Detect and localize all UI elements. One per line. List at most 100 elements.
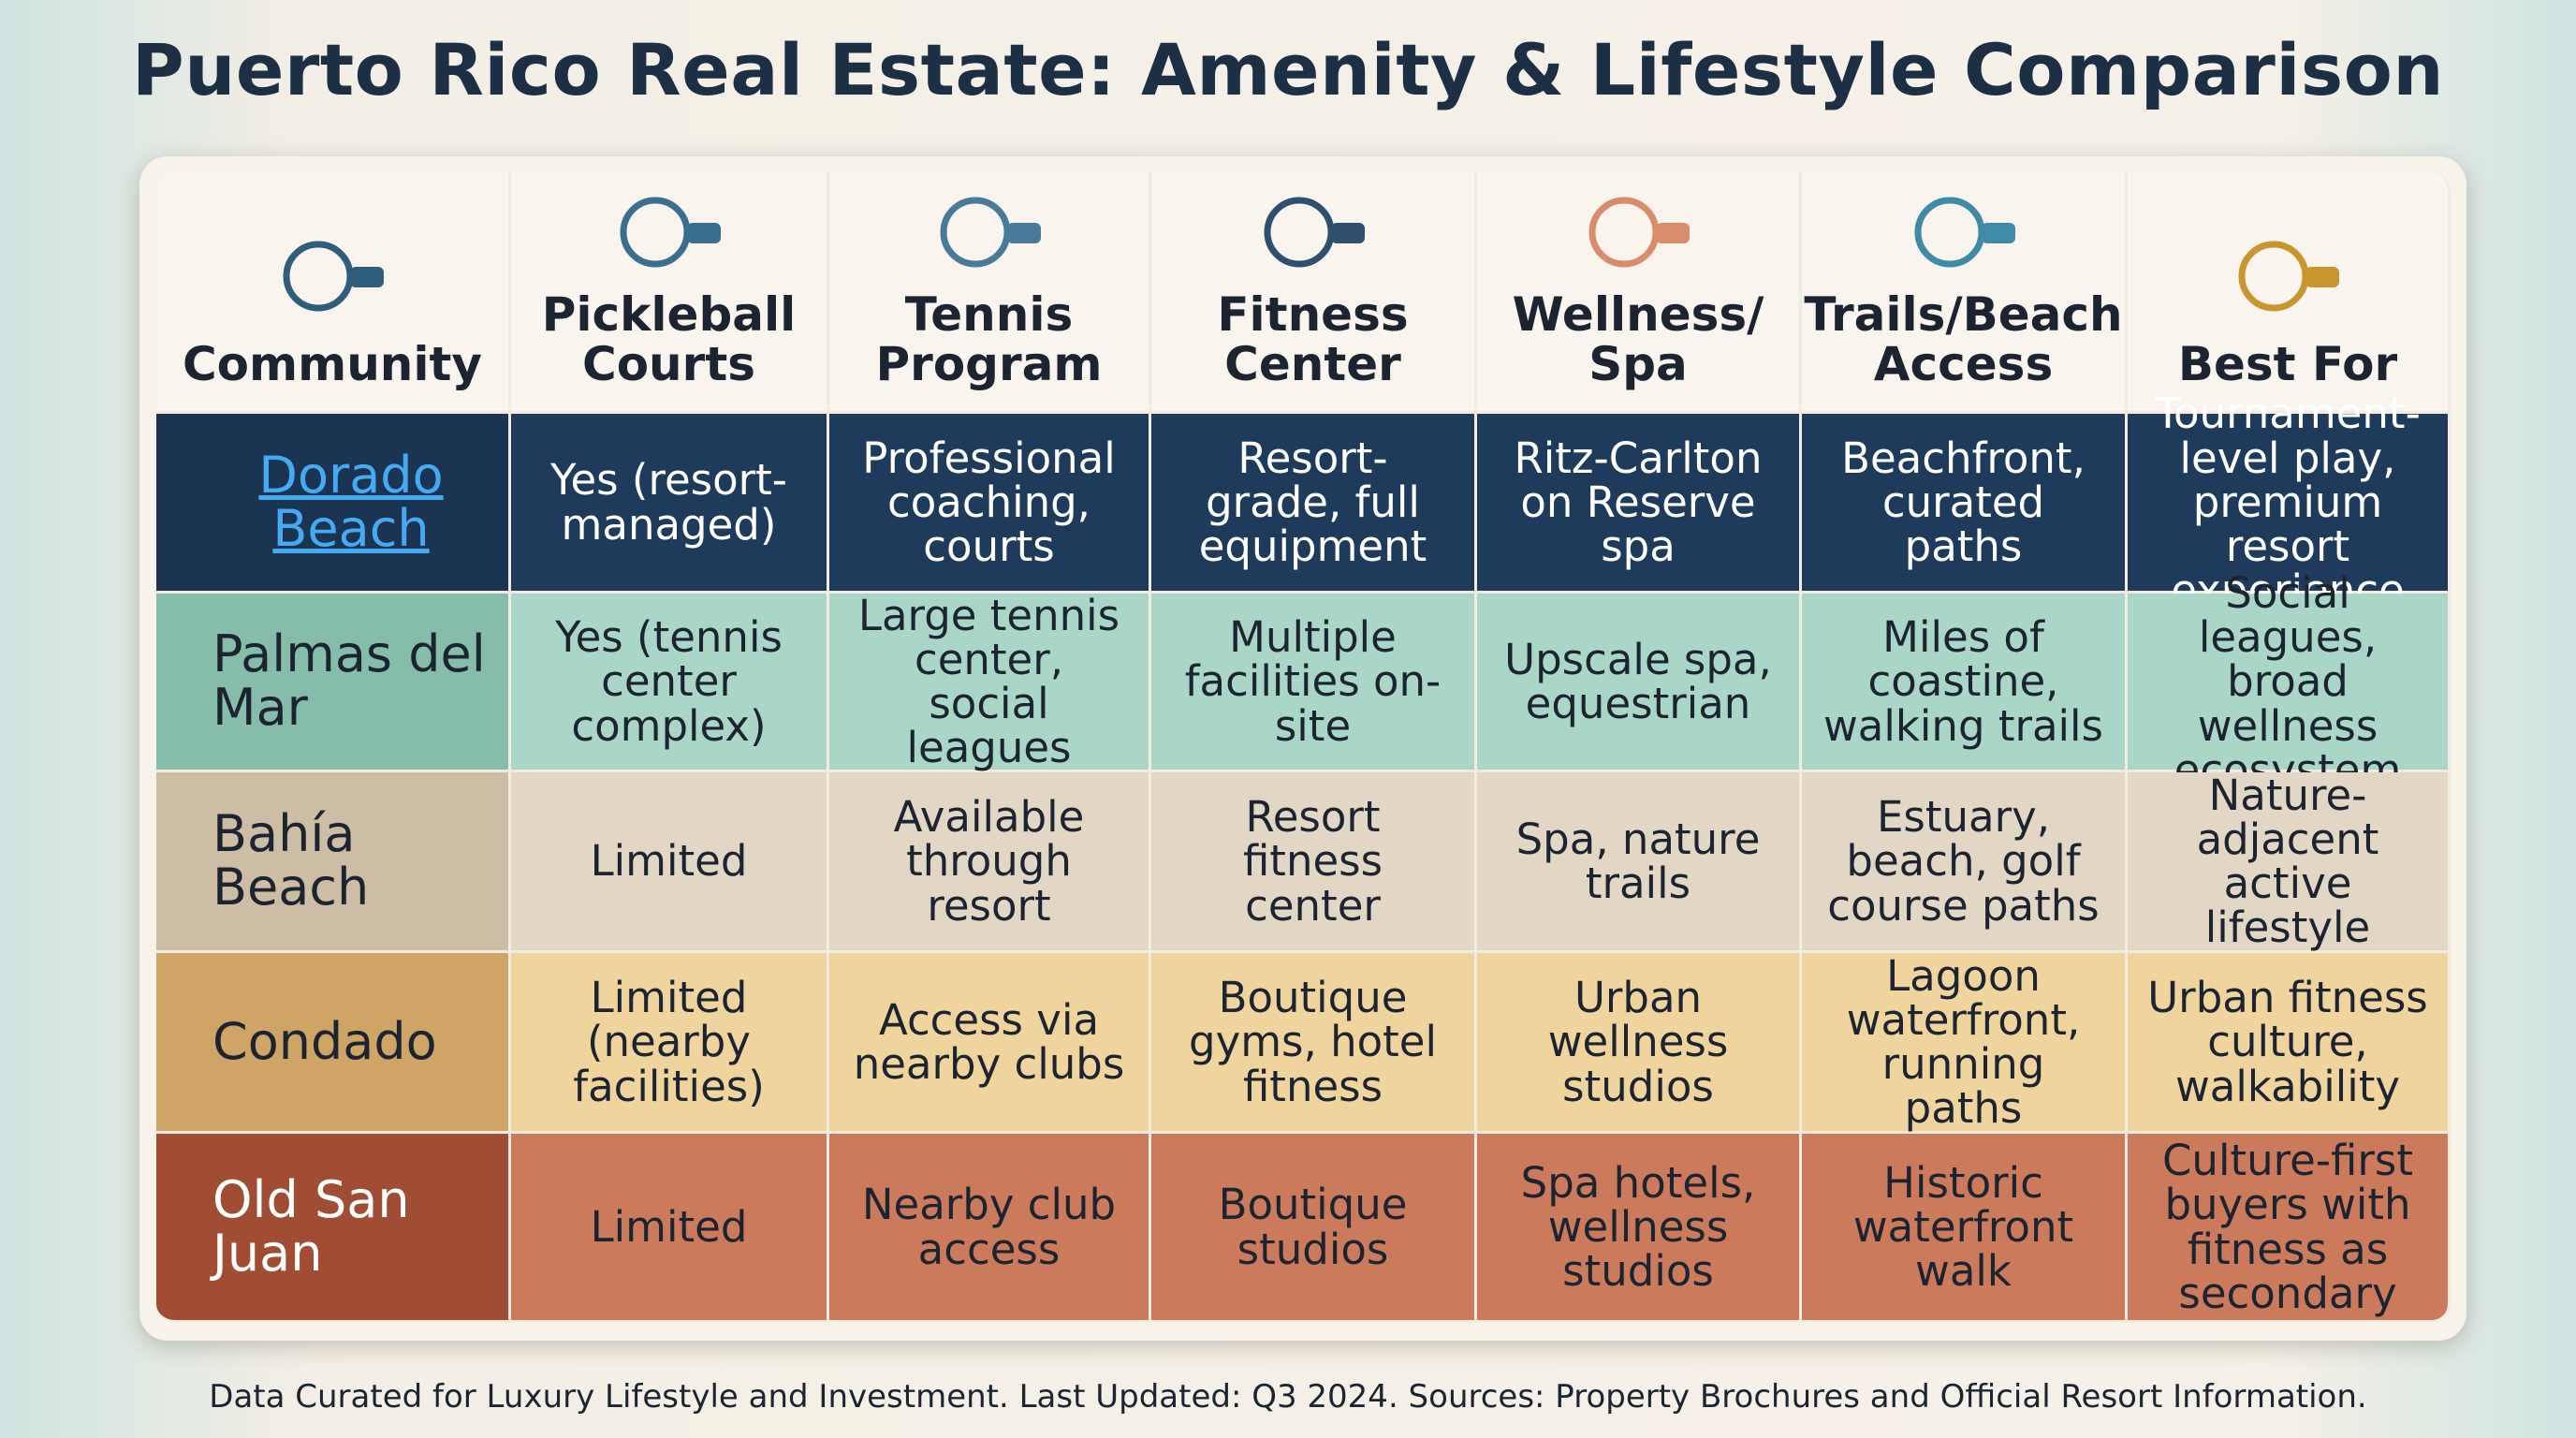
table-cell: Yes (tennis center complex) <box>511 594 829 772</box>
column-header: Community <box>156 172 511 414</box>
cell-text: Historic waterfront walk <box>1852 1157 2074 1297</box>
table-cell: Available through resort <box>829 772 1151 953</box>
cell-text: Nearby club access <box>861 1180 1117 1274</box>
cell-text: Multiple facilities on-site <box>1184 612 1442 751</box>
community-name[interactable]: Dorado Beach <box>258 445 444 558</box>
header-icon <box>1264 197 1365 268</box>
table-cell: Limited <box>511 1134 829 1323</box>
header-icon <box>283 241 384 311</box>
icon-shape <box>1656 223 1690 243</box>
community-cell: Bahía Beach <box>156 772 511 953</box>
table-cell: Upscale spa, equestrian <box>1477 594 1802 772</box>
community-cell: Condado <box>156 953 511 1134</box>
header-icon <box>1914 197 2015 268</box>
table-cell: Lagoon waterfront, running paths <box>1802 953 2128 1134</box>
column-header: Trails/Beach Access <box>1802 172 2128 414</box>
table-cell: Boutique gyms, hotel fitness <box>1151 953 1477 1134</box>
header-text: Pickleball Courts <box>541 287 797 391</box>
cell-text: Culture-first buyers with fitness as sec… <box>2162 1136 2413 1318</box>
header-text: Best For <box>2177 336 2398 391</box>
title: Puerto Rico Real Estate: Amenity & Lifes… <box>132 28 2444 111</box>
table-cell: Urban wellness studios <box>1477 953 1802 1134</box>
table-cell: Urban fitness culture, walkability <box>2128 953 2451 1134</box>
icon-shape <box>2305 266 2339 287</box>
icon-shape <box>620 197 690 268</box>
cell-text: Social leagues, broad wellness ecosystem <box>2174 567 2402 795</box>
column-header: Tennis Program <box>829 172 1151 414</box>
table-cell: Nearby club access <box>829 1134 1151 1323</box>
icon-shape <box>1914 197 1984 268</box>
cell-text: Large tennis center, social leagues <box>857 590 1120 773</box>
header-text: Tennis Program <box>875 287 1103 391</box>
cell-text: Lagoon waterfront, running paths <box>1846 950 2081 1134</box>
cell-text: Ritz-Carlton on Reserve spa <box>1514 433 1763 572</box>
column-header: Wellness/ Spa <box>1477 172 1802 414</box>
cell-text: Spa hotels, wellness studios <box>1520 1157 1756 1297</box>
column-header: Fitness Center <box>1151 172 1477 414</box>
table-cell: Large tennis center, social leagues <box>829 590 1151 773</box>
table-cell: Nature-adjacent active lifestyle <box>2128 772 2451 953</box>
cell-text: Estuary, beach, golf course paths <box>1827 792 2100 931</box>
header-text: Wellness/ Spa <box>1512 287 1764 391</box>
cell-text: Upscale spa, equestrian <box>1504 634 1772 728</box>
icon-shape <box>2238 241 2309 311</box>
table-cell: Tournament-level play, premium resort ex… <box>2128 391 2451 613</box>
cell-text: Boutique gyms, hotel fitness <box>1189 973 1437 1111</box>
column-header: Best For <box>2128 172 2451 414</box>
footer: Data Curated for Luxury Lifestyle and In… <box>209 1378 2367 1416</box>
community-name: Condado <box>212 1011 437 1071</box>
header-text: Trails/Beach Access <box>1804 287 2123 391</box>
icon-shape <box>940 197 1010 268</box>
icon-shape <box>350 266 384 287</box>
community-cell: Old San Juan <box>156 1134 511 1323</box>
table-cell: Multiple facilities on-site <box>1151 594 1477 772</box>
cell-text: Urban wellness studios <box>1547 973 1729 1111</box>
cell-text: Yes (tennis center complex) <box>555 612 783 751</box>
table-cell: Ritz-Carlton on Reserve spa <box>1477 414 1802 594</box>
icon-shape <box>283 241 354 311</box>
column-header: Pickleball Courts <box>511 172 829 414</box>
table-cell: Boutique studios <box>1151 1134 1477 1323</box>
header-icon <box>620 197 721 268</box>
table-cell: Access via nearby clubs <box>829 953 1151 1134</box>
cell-text: Available through resort <box>893 792 1085 931</box>
table-cell: Miles of coastine, walking trails <box>1802 594 2128 772</box>
cell-text: Nature-adjacent active lifestyle <box>2196 770 2379 953</box>
icon-shape <box>1981 223 2015 243</box>
cell-text: Boutique studios <box>1218 1180 1408 1274</box>
table-cell: Yes (resort-managed) <box>511 414 829 594</box>
community-name: Bahía Beach <box>212 804 370 917</box>
table-cell: Resort-grade, full equipment <box>1151 414 1477 594</box>
cell-text: Yes (resort-managed) <box>549 455 788 550</box>
cell-text: Limited <box>590 836 748 887</box>
table-cell: Beachfront, curated paths <box>1802 414 2128 594</box>
table-cell: Spa hotels, wellness studios <box>1477 1134 1802 1323</box>
icon-shape <box>1006 223 1041 243</box>
header-text: Community <box>182 336 483 391</box>
community-cell: Dorado Beach <box>156 414 511 594</box>
table-card: Community Pickleball Courts Tennis Program… <box>139 156 2466 1341</box>
cell-text: Limited <box>590 1201 748 1252</box>
header-text: Fitness Center <box>1217 287 1409 391</box>
cell-text: Miles of coastine, walking trails <box>1822 612 2103 751</box>
table-cell: Limited (nearby facilities) <box>511 953 829 1134</box>
icon-shape <box>1264 197 1334 268</box>
community-name: Old San Juan <box>212 1169 410 1283</box>
header-icon <box>2238 241 2339 311</box>
icon-shape <box>1330 223 1365 243</box>
icon-shape <box>686 223 721 243</box>
cell-text: Beachfront, curated paths <box>1841 433 2086 572</box>
cell-text: Access via nearby clubs <box>853 994 1125 1089</box>
table-cell: Historic waterfront walk <box>1802 1134 2128 1323</box>
cell-text: Spa, nature trails <box>1515 814 1761 908</box>
table-cell: Resort fitness center <box>1151 772 1477 953</box>
header-icon <box>940 197 1041 268</box>
table-cell: Culture-first buyers with fitness as sec… <box>2128 1134 2451 1323</box>
cell-text: Urban fitness culture, walkability <box>2147 973 2428 1111</box>
cell-text: Resort fitness center <box>1242 792 1383 931</box>
community-name: Palmas del Mar <box>212 624 486 737</box>
table-cell: Professional coaching, courts <box>829 414 1151 594</box>
cell-text: Resort-grade, full equipment <box>1198 433 1427 572</box>
table-cell: Limited <box>511 772 829 953</box>
cell-text: Professional coaching, courts <box>862 433 1116 572</box>
